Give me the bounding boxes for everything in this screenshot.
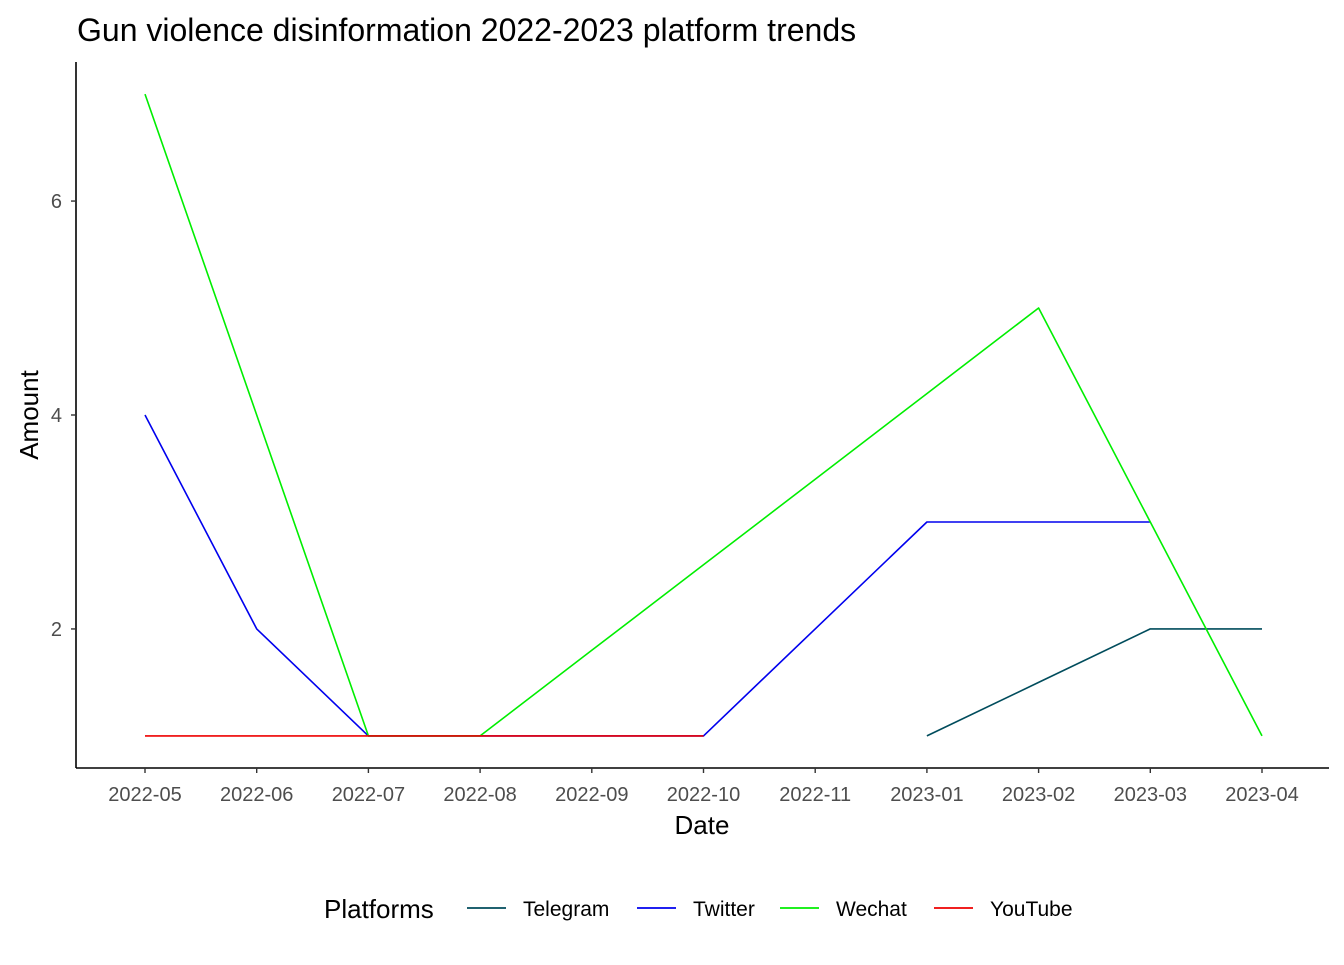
- x-tick-label: 2022-07: [332, 784, 405, 806]
- x-tick-label: 2022-06: [220, 784, 293, 806]
- y-axis-ticks: 2 4 6: [51, 191, 76, 641]
- legend-label: Twitter: [693, 898, 755, 921]
- chart-title: Gun violence disinformation 2022-2023 pl…: [77, 12, 856, 48]
- series-line-telegram: [926, 628, 1262, 737]
- legend-item-youtube: YouTube: [934, 898, 1073, 921]
- x-tick-label: 2022-05: [108, 784, 181, 806]
- x-axis-ticks: 2022-05 2022-06 2022-07 2022-08 2022-09 2022-…: [108, 768, 1299, 806]
- legend-items: Telegram Twitter Wechat YouTube: [467, 898, 1073, 921]
- x-axis-title: Date: [675, 810, 730, 840]
- legend-label: YouTube: [990, 898, 1073, 921]
- x-tick-label: 2022-10: [667, 784, 740, 806]
- y-tick-label: 6: [51, 191, 62, 213]
- x-tick-label: 2022-11: [779, 784, 851, 806]
- x-tick-label: 2022-09: [555, 784, 628, 806]
- plot-area: [75, 62, 1329, 769]
- series-line-wechat: [144, 93, 1263, 737]
- x-tick-label: 2023-03: [1114, 784, 1187, 806]
- legend-item-wechat: Wechat: [780, 898, 907, 921]
- legend-item-twitter: Twitter: [637, 898, 755, 921]
- y-tick-label: 2: [51, 619, 62, 641]
- y-tick-label: 4: [51, 405, 62, 427]
- x-tick-label: 2023-04: [1225, 784, 1298, 806]
- x-tick-label: 2023-02: [1002, 784, 1075, 806]
- y-axis-title: Amount: [14, 369, 44, 459]
- legend-label: Telegram: [523, 898, 609, 921]
- legend-label: Wechat: [836, 898, 907, 921]
- legend-item-telegram: Telegram: [467, 898, 609, 921]
- legend: Platforms Telegram Twitter Wechat YouTube: [324, 894, 1073, 924]
- x-tick-label: 2022-08: [443, 784, 516, 806]
- x-tick-label: 2023-01: [890, 784, 963, 806]
- series-line-twitter: [144, 414, 1151, 737]
- legend-title: Platforms: [324, 894, 434, 924]
- series-group: [144, 93, 1263, 737]
